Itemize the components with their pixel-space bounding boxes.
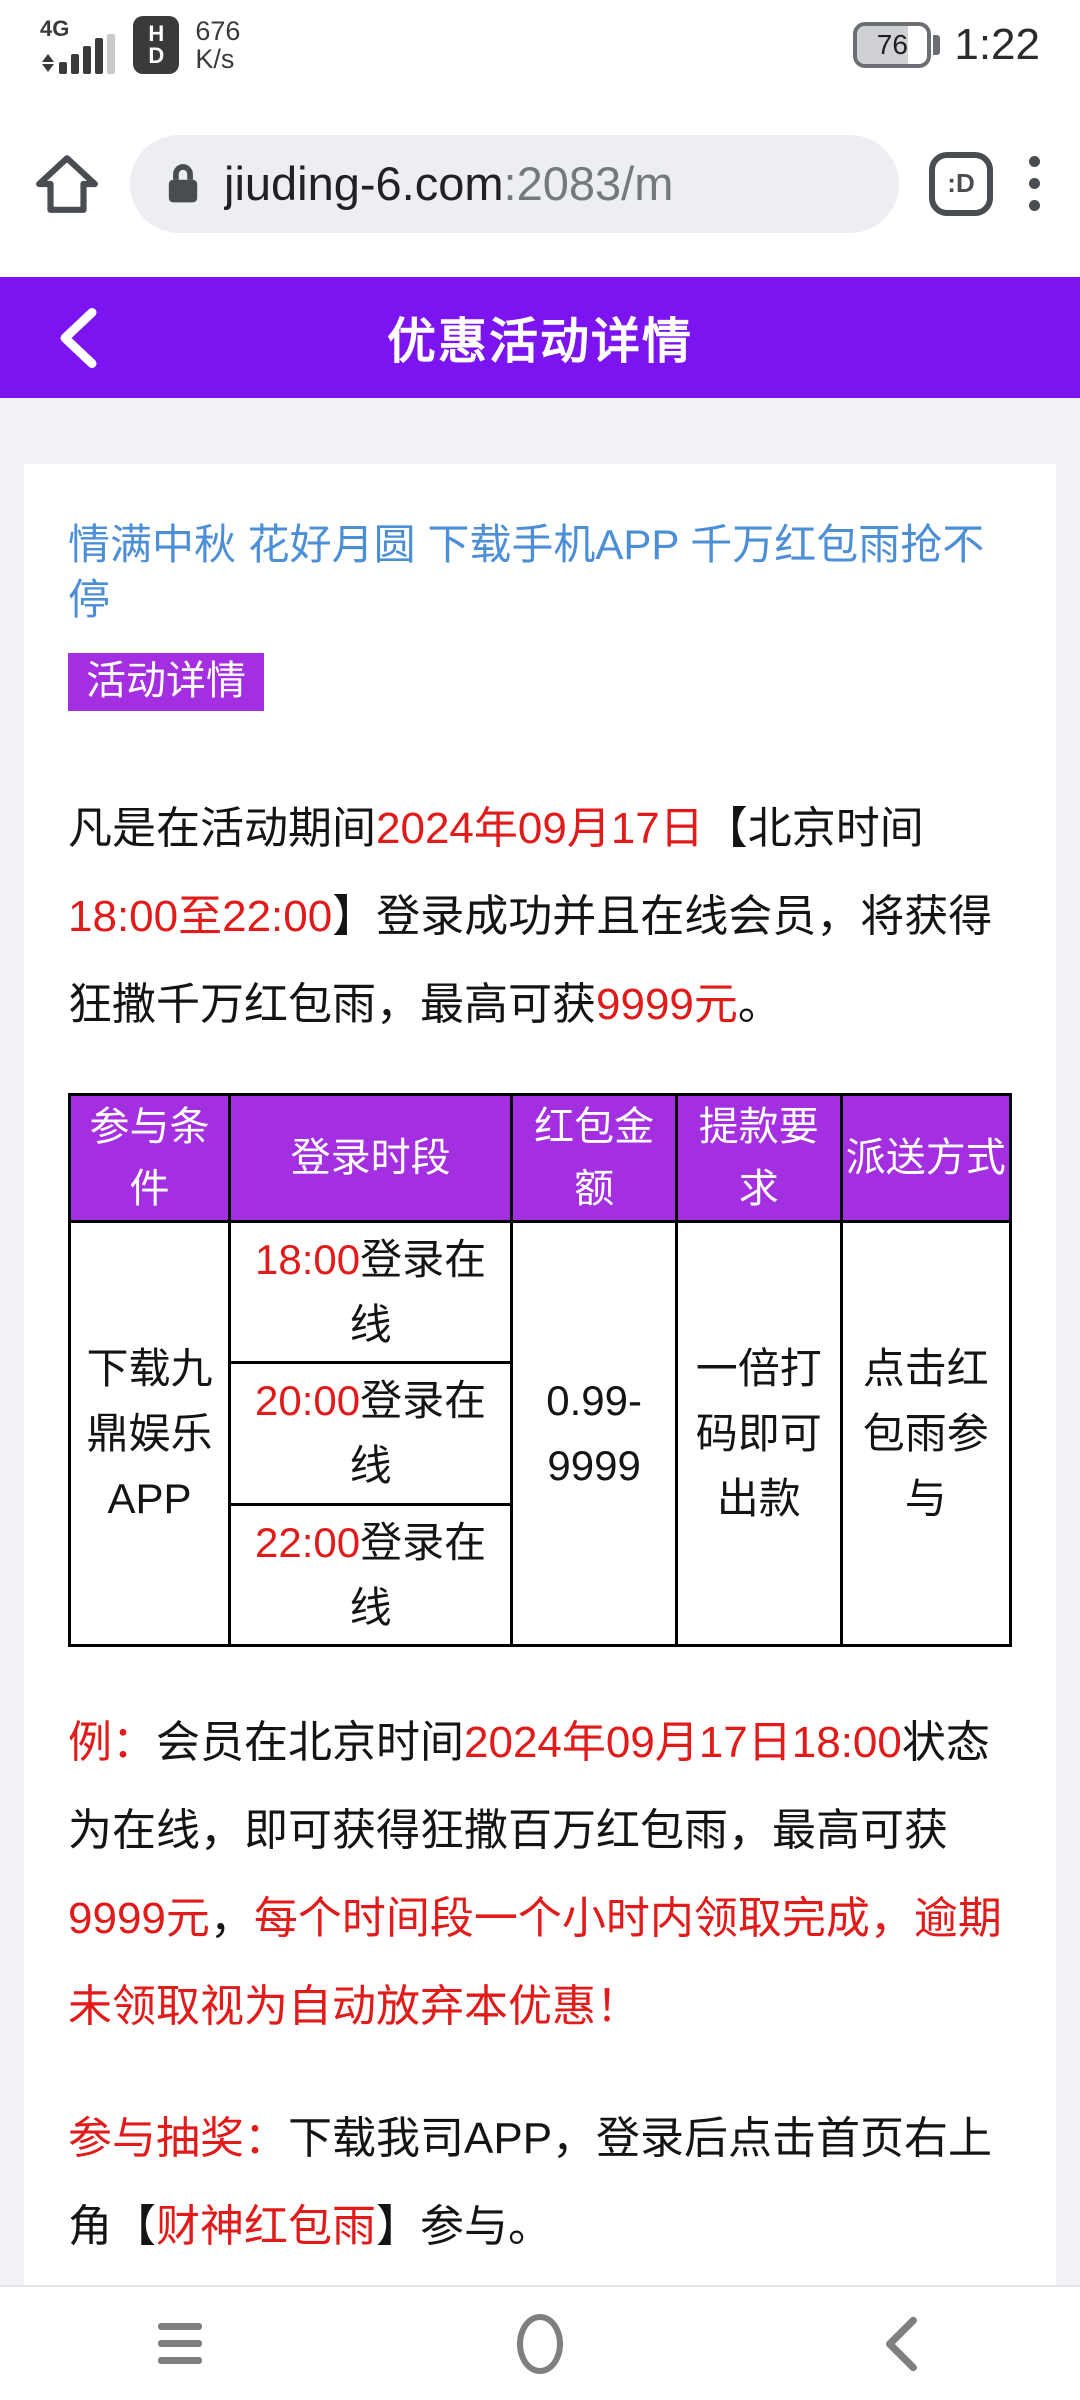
browser-menu-button[interactable] (1023, 156, 1046, 211)
home-button[interactable] (34, 151, 100, 217)
chevron-left-icon (60, 307, 97, 368)
url-port-path: :2083/m (503, 157, 674, 210)
col-header-amount: 红包金额 (510, 1093, 678, 1224)
signal-strength-icon: 4G (40, 16, 116, 74)
data-activity-icon (42, 54, 55, 72)
network-speed-value: 676 (195, 15, 241, 46)
status-clock: 1:22 (954, 20, 1040, 69)
join-paragraph: 参与抽奖：下载我司APP，登录后点击首页右上角【财神红包雨】参与。 (68, 2113, 993, 2251)
url-bar[interactable]: jiuding-6.com :2083/m (130, 134, 899, 233)
col-header-condition: 参与条件 (68, 1093, 231, 1224)
cell-amount: 0.99-9999 (510, 1220, 678, 1647)
status-bar: 4G H D 676 K/s 76 1:22 (0, 0, 1080, 90)
android-nav-bar (0, 2285, 1080, 2400)
activity-detail-card: 情满中秋 花好月圆 下载手机APP 千万红包雨抢不停 活动详情 凡是在活动期间2… (24, 464, 1056, 2363)
col-header-delivery: 派送方式 (839, 1093, 1013, 1224)
battery-percent: 76 (876, 29, 908, 60)
intro-paragraph: 凡是在活动期间2024年09月17日【北京时间18:00至22:00】登录成功并… (68, 804, 993, 1030)
home-icon (36, 154, 98, 213)
network-type-label: 4G (40, 16, 70, 41)
col-header-login-time: 登录时段 (227, 1093, 514, 1224)
table-header-row: 参与条件 登录时段 红包金额 提款要求 派送方式 (68, 1093, 1013, 1224)
lock-icon (168, 163, 198, 202)
example-paragraph: 例：会员在北京时间2024年09月17日18:00状态为在线，即可获得狂撒百万红… (68, 1717, 1002, 2031)
volte-hd-icon: H D (133, 16, 180, 74)
kebab-icon (1029, 156, 1040, 167)
recents-icon (158, 2323, 202, 2364)
cell-login-18: 18:00登录在线 (227, 1220, 514, 1365)
nav-home-icon (517, 2313, 563, 2374)
nav-back-button[interactable] (720, 2316, 1080, 2372)
nav-back-icon (885, 2316, 917, 2371)
section-badge: 活动详情 (68, 653, 264, 712)
table-row: 20:00登录在线 (70, 1361, 1011, 1506)
cell-delivery: 点击红包雨参与 (839, 1220, 1013, 1647)
recents-button[interactable] (0, 2323, 360, 2364)
cell-condition: 下载九鼎娱乐APP (68, 1220, 231, 1647)
promo-table: 参与条件 登录时段 红包金额 提款要求 派送方式 下载九鼎娱乐APP 18:00… (68, 1093, 1013, 1647)
tab-switcher-button[interactable]: :D (929, 151, 993, 216)
table-row: 22:00登录在线 (70, 1502, 1011, 1647)
network-speed: 676 K/s (195, 15, 241, 74)
page-title: 优惠活动详情 (386, 315, 693, 369)
tab-count-badge: :D (947, 168, 975, 198)
page-header: 优惠活动详情 (0, 277, 1080, 398)
col-header-withdraw: 提款要求 (674, 1093, 843, 1224)
battery-icon: 76 (853, 22, 932, 68)
url-host: jiuding-6.com (224, 157, 504, 210)
browser-toolbar: jiuding-6.com :2083/m :D (0, 90, 1080, 277)
cell-login-20: 20:00登录在线 (227, 1361, 514, 1506)
promo-title-link[interactable]: 情满中秋 花好月圆 下载手机APP 千万红包雨抢不停 (68, 521, 985, 623)
nav-home-button[interactable] (360, 2313, 720, 2374)
url-text: jiuding-6.com :2083/m (224, 156, 673, 211)
cell-login-22: 22:00登录在线 (227, 1502, 514, 1647)
back-button[interactable] (56, 277, 98, 398)
table-row: 下载九鼎娱乐APP 18:00登录在线 0.99-9999 一倍打码即可出款 点… (68, 1220, 1013, 1647)
network-speed-unit: K/s (195, 44, 235, 74)
cell-withdraw: 一倍打码即可出款 (674, 1220, 843, 1647)
